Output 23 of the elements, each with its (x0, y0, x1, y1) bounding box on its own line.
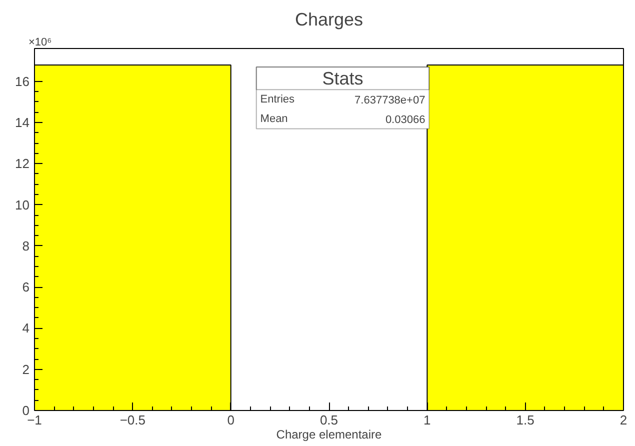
y-tick-label: 16 (15, 74, 30, 89)
y-tick-label: 8 (22, 238, 30, 254)
annotation: Entries (260, 93, 296, 106)
x-tick-label: 2 (620, 412, 628, 428)
y-tick-label: 0 (22, 403, 30, 418)
x-axis-title: Charge elementaire (276, 428, 382, 442)
y-tick-label: 10 (15, 197, 30, 212)
y-tick-label: 4 (22, 320, 30, 336)
y-axis-title: ×10⁶ (28, 36, 52, 48)
x-tick-label: 1.5 (516, 412, 534, 428)
x-tick-label: 1 (424, 412, 431, 428)
annotation: Mean (260, 112, 288, 125)
x-tick-label: 0.5 (320, 412, 338, 428)
annotation: 0.03066 (385, 114, 426, 126)
y-tick-label: 14 (15, 115, 30, 130)
y-tick-label: 12 (15, 156, 30, 172)
y-tick-label: 6 (22, 280, 30, 295)
annotation: Stats (322, 68, 364, 88)
chart-title: Charges (294, 10, 364, 30)
x-tick-label: −0.5 (120, 412, 146, 428)
annotation: 7.637738e+07 (354, 94, 426, 106)
y-tick-label: 2 (22, 362, 30, 377)
x-tick-label: 0 (227, 412, 234, 428)
